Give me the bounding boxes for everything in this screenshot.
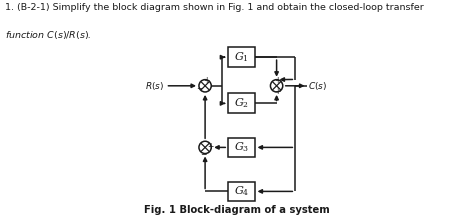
Text: +: + xyxy=(207,142,213,151)
Text: $R(s)$: $R(s)$ xyxy=(145,80,164,92)
Text: $-$: $-$ xyxy=(196,82,204,91)
Circle shape xyxy=(199,80,211,92)
Text: $G_3$: $G_3$ xyxy=(234,141,249,154)
Bar xyxy=(228,182,255,201)
Text: $G_1$: $G_1$ xyxy=(234,50,249,64)
Circle shape xyxy=(271,80,283,92)
Text: +: + xyxy=(274,86,281,95)
Bar xyxy=(228,47,255,67)
Text: +: + xyxy=(203,76,209,85)
Circle shape xyxy=(199,141,211,154)
Text: Fig. 1 Block-diagram of a system: Fig. 1 Block-diagram of a system xyxy=(144,205,330,215)
Text: $G_2$: $G_2$ xyxy=(234,97,249,110)
Bar xyxy=(228,94,255,113)
Text: $C(s)$: $C(s)$ xyxy=(309,80,328,92)
Text: 1. (B-2-1) Simplify the block diagram shown in Fig. 1 and obtain the closed-loop: 1. (B-2-1) Simplify the block diagram sh… xyxy=(5,3,423,12)
Text: +: + xyxy=(274,76,281,85)
Text: $G_4$: $G_4$ xyxy=(234,185,249,198)
Text: $-$: $-$ xyxy=(201,148,208,157)
Text: function $C(s)/R(s)$.: function $C(s)/R(s)$. xyxy=(5,29,91,41)
Bar xyxy=(228,138,255,157)
